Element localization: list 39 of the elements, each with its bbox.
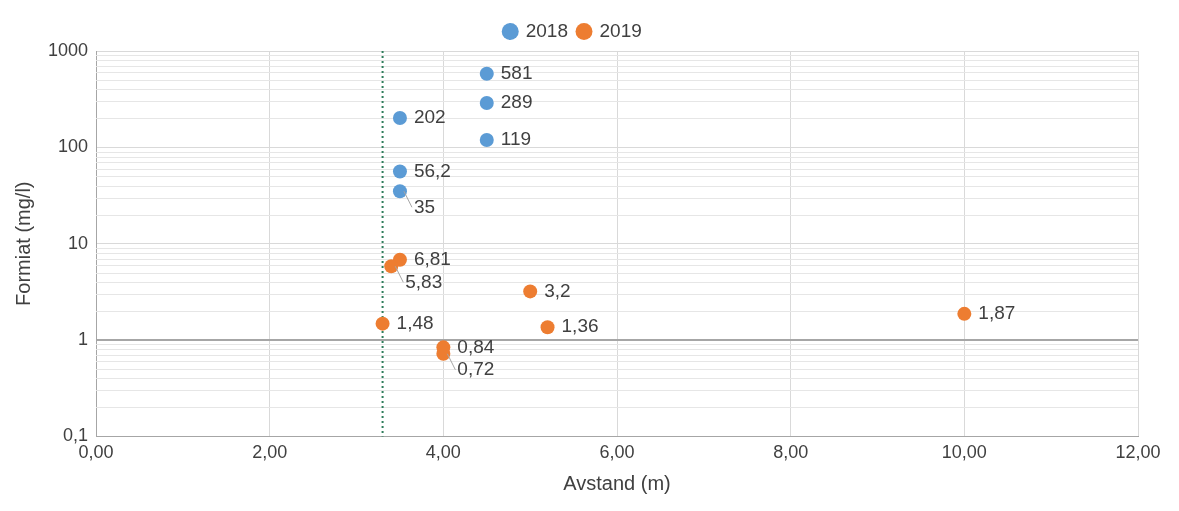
point [523,284,538,299]
data-label: 0,72 [457,358,495,380]
legend-label: 2019 [599,19,642,41]
y-axis-title: Formiat (mg/l) [11,181,34,306]
point [392,110,407,125]
data-label: 202 [413,106,446,128]
point [479,95,494,110]
point [540,320,555,335]
point [392,164,407,179]
legend-label: 2018 [525,19,569,41]
x-tick-label: 8,00 [773,442,809,463]
x-tick-label: 10,00 [941,442,987,463]
point [384,259,399,274]
x-tick-label: 12,00 [1115,442,1161,463]
data-label: 0,84 [457,335,495,357]
data-label: 1,48 [396,311,434,333]
y-tick-label: 1000 [48,39,89,60]
data-label: 5,83 [405,270,443,292]
data-label: 1,36 [561,315,599,337]
y-tick-label: 10 [68,232,89,253]
x-axis-title: Avstand (m) [563,471,671,494]
point [479,133,494,148]
data-label: 1,87 [978,302,1016,324]
data-label: 289 [500,91,533,113]
point [392,184,407,199]
data-label: 6,81 [413,248,451,270]
y-tick-label: 1 [78,329,89,350]
point [957,306,972,321]
x-tick-label: 4,00 [425,442,461,463]
data-label: 119 [500,128,532,150]
data-label: 581 [500,61,533,83]
data-label: 56,2 [413,159,451,181]
y-tick-label: 100 [58,136,89,157]
x-tick-label: 6,00 [599,442,635,463]
x-tick-label: 2,00 [252,442,288,463]
point [375,316,390,331]
data-label: 3,2 [544,279,571,301]
point [479,66,494,81]
data-label: 35 [413,195,436,217]
